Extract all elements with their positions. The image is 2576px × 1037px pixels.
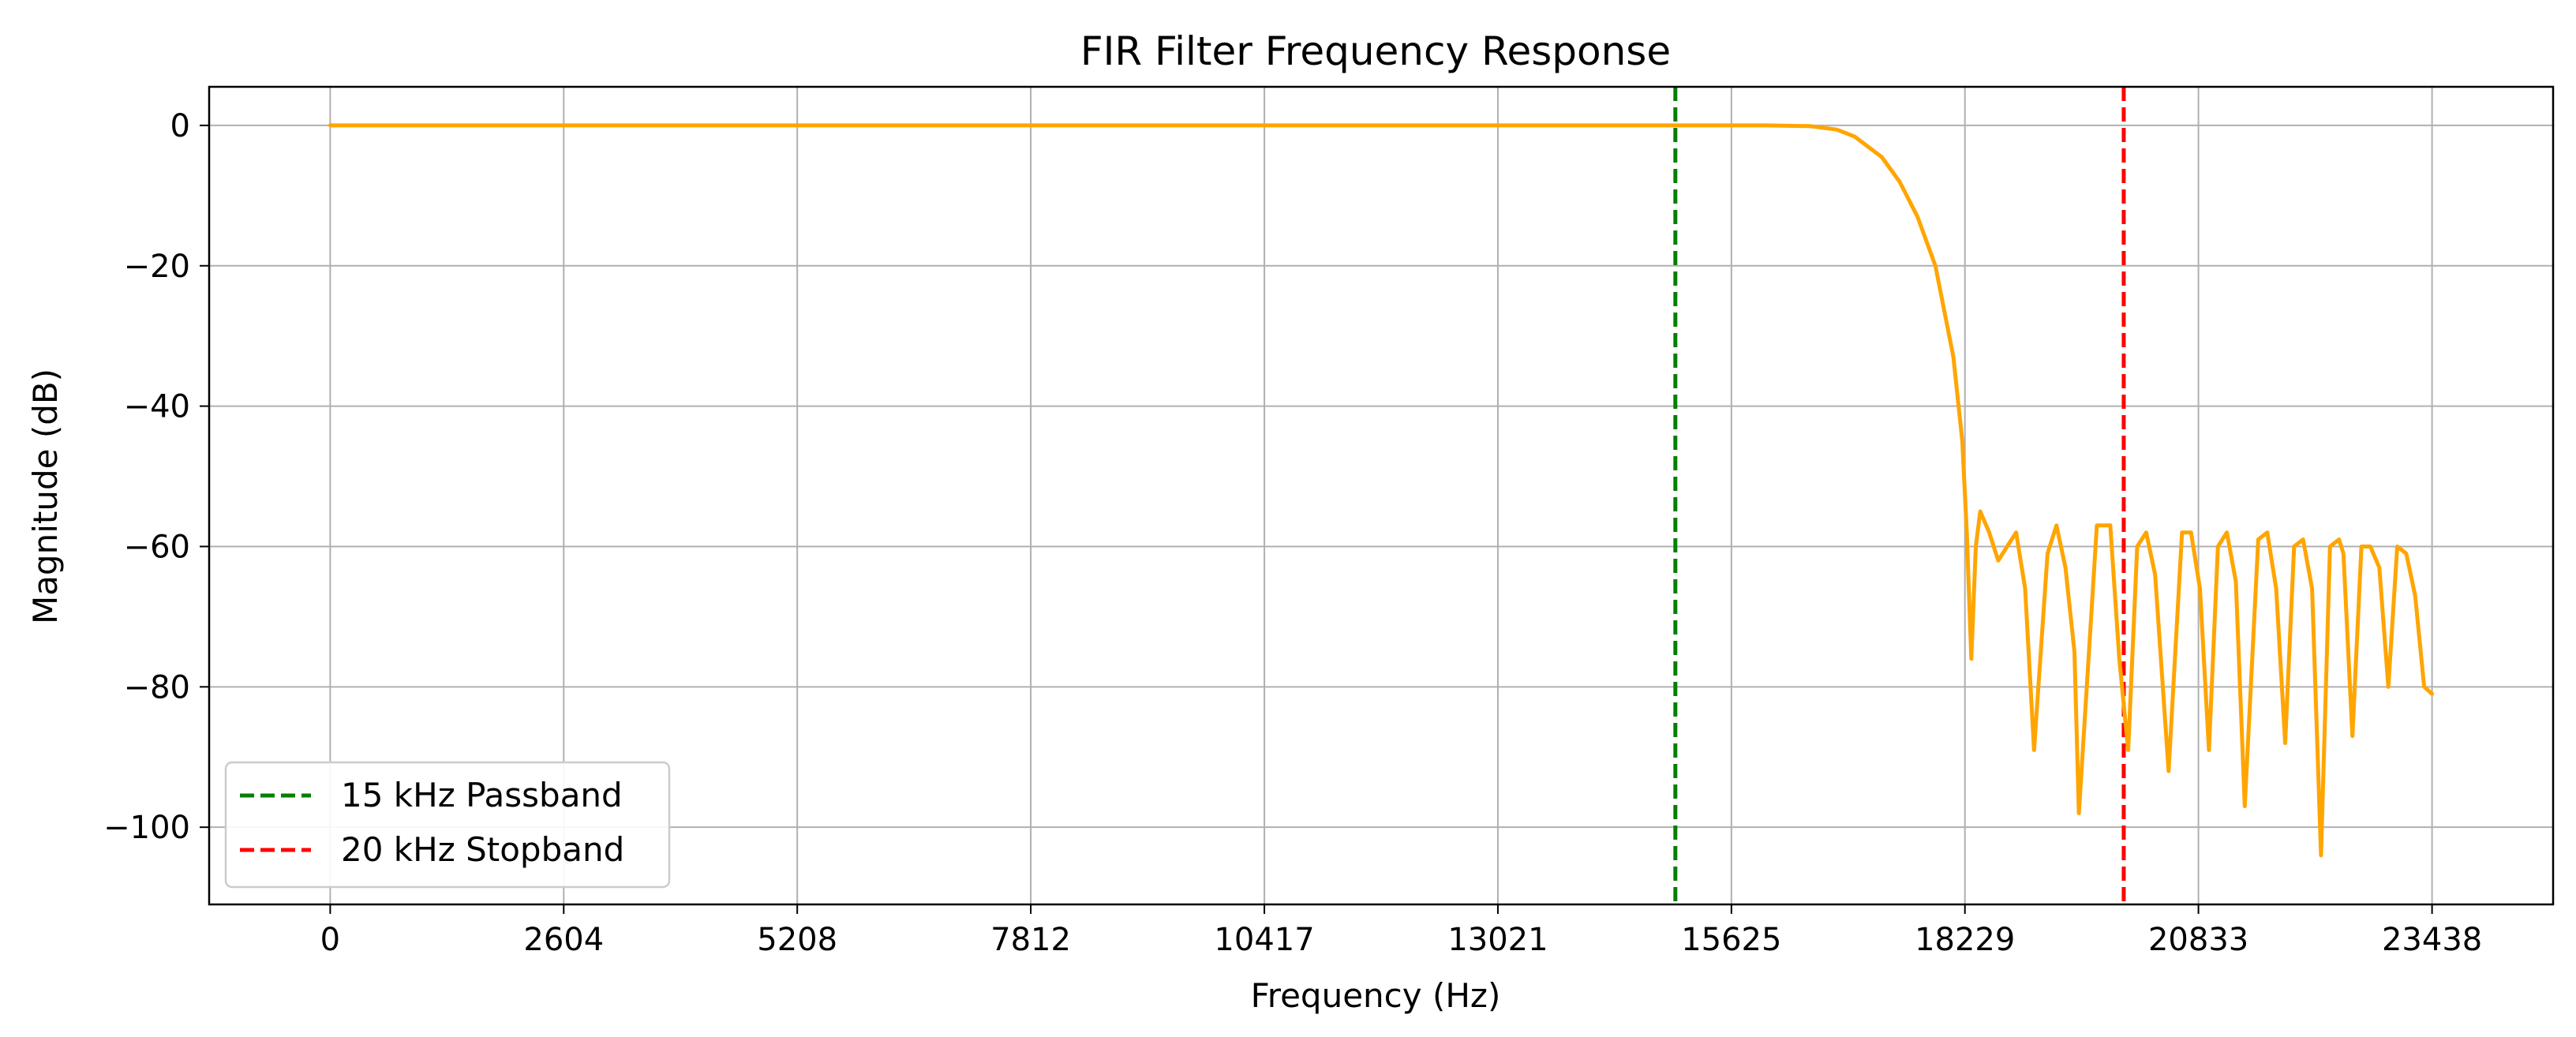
plot-area-frame	[208, 85, 2555, 906]
x-tick-label: 5208	[757, 922, 837, 958]
magnitude-response-line	[328, 123, 2435, 858]
x-axis-ticks: 0 2604 5208 7812 10417 13021 15625 18229 20833 23…	[320, 904, 2482, 958]
x-tick-label: 10417	[1214, 922, 1314, 958]
y-tick-label: −100	[103, 810, 190, 846]
y-tick-label: −60	[124, 529, 190, 565]
x-tick-label: 20833	[2148, 922, 2248, 958]
y-tick-label: −80	[124, 669, 190, 706]
legend-label-stopband: 20 kHz Stopband	[341, 830, 624, 869]
legend: 15 kHz Passband 20 kHz Stopband	[224, 761, 671, 889]
x-tick-label: 7812	[990, 922, 1071, 958]
series-layer	[328, 123, 2435, 858]
legend-box	[224, 761, 671, 889]
x-tick-label: 18229	[1915, 922, 2015, 958]
x-tick-label: 13021	[1447, 922, 1548, 958]
reference-lines	[1673, 87, 2126, 904]
y-axis-ticks: 0 −20 −40 −60 −80 −100	[103, 108, 209, 846]
x-axis-label: Frequency (Hz)	[1251, 976, 1501, 1015]
x-tick-label: 0	[320, 922, 340, 958]
legend-label-passband: 15 kHz Passband	[341, 776, 623, 814]
x-tick-label: 15625	[1681, 922, 1781, 958]
y-tick-label: 0	[170, 108, 190, 144]
y-tick-label: −40	[124, 389, 190, 425]
x-tick-label: 2604	[523, 922, 604, 958]
y-axis-label: Magnitude (dB)	[26, 369, 65, 624]
chart-title: FIR Filter Frequency Response	[1080, 28, 1671, 74]
x-tick-label: 23438	[2382, 922, 2482, 958]
y-tick-label: −20	[124, 249, 190, 285]
